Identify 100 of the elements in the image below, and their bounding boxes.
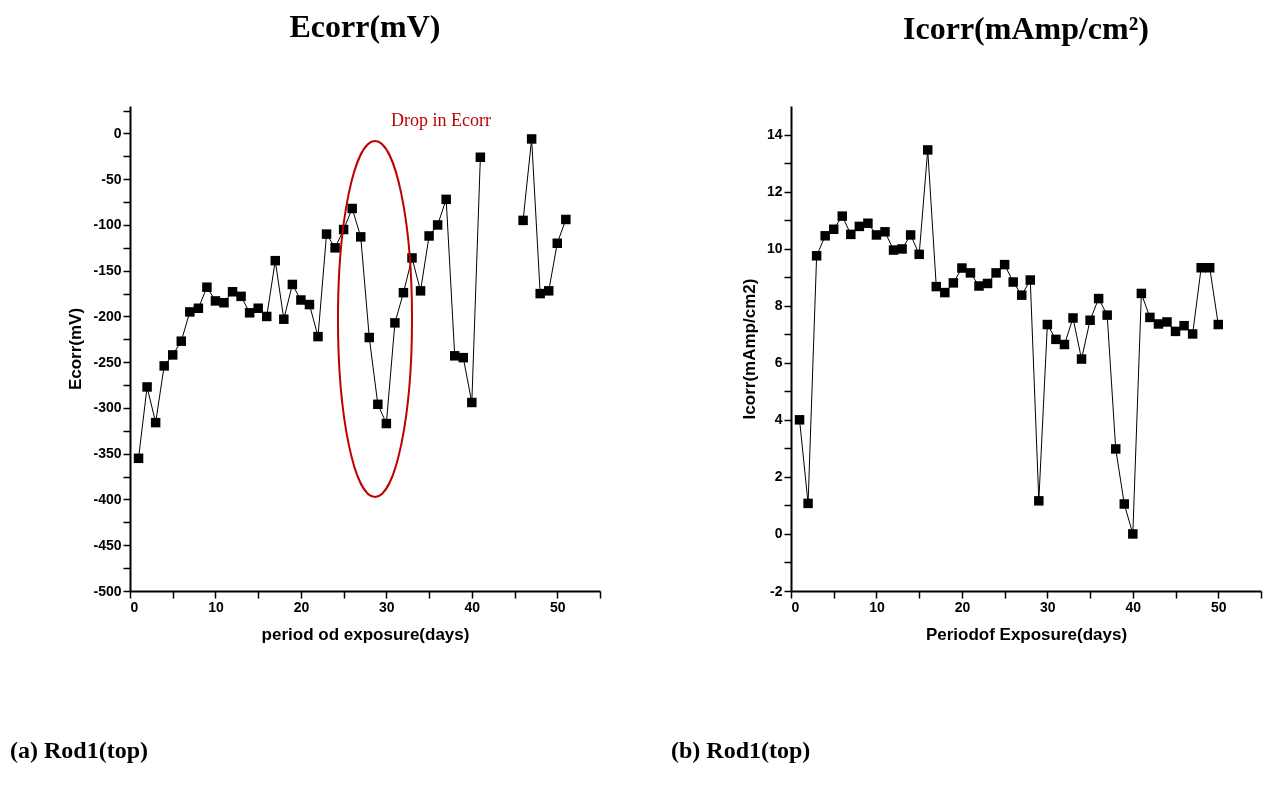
text: (b) Rod1(top) [671, 737, 811, 763]
y-tick-label: -150 [93, 262, 122, 279]
y-tick-label: 14 [766, 126, 783, 143]
point [1179, 320, 1189, 331]
point [1102, 310, 1112, 320]
point [1051, 334, 1061, 345]
point [1187, 329, 1198, 339]
x-tick-label: 20 [293, 598, 310, 615]
point [355, 232, 366, 242]
point [922, 145, 933, 155]
point [432, 220, 443, 230]
point [888, 245, 899, 255]
point [1162, 317, 1172, 327]
point [330, 243, 340, 253]
point [948, 278, 959, 288]
point [543, 286, 554, 296]
point [863, 218, 873, 228]
point [373, 399, 383, 410]
point [364, 332, 375, 343]
x-tick-label: 0 [130, 598, 139, 615]
point [914, 249, 924, 260]
y-tick-label: -400 [93, 490, 122, 507]
point [905, 230, 916, 240]
point [1042, 319, 1053, 330]
point [1008, 277, 1018, 287]
point [974, 281, 984, 291]
y-axis-title: Ecorr(mV) [66, 307, 86, 391]
point [133, 453, 144, 464]
point [965, 268, 976, 278]
point [176, 336, 187, 346]
x-tick-label: 30 [379, 598, 395, 615]
chart-title: Icorr(mAmp/cm²) [903, 10, 1149, 46]
y-tick-label: 12 [766, 183, 783, 200]
point [1025, 275, 1036, 285]
point [313, 331, 323, 342]
point [561, 214, 571, 225]
point [880, 227, 890, 237]
point [261, 311, 272, 322]
point [390, 318, 400, 328]
y-tick-label: -250 [93, 353, 122, 370]
y-tick-label: -100 [93, 216, 122, 233]
point [458, 352, 469, 363]
y-tick-label: 0 [113, 124, 122, 141]
point [871, 230, 882, 240]
x-tick-label: 10 [208, 598, 224, 615]
point [467, 397, 477, 408]
text: (a) Rod1(top) [10, 737, 148, 763]
point [518, 215, 528, 226]
point [142, 382, 152, 392]
point [897, 244, 907, 254]
point [219, 298, 229, 308]
point [159, 361, 169, 371]
point [381, 418, 392, 429]
x-tick-label: 40 [1125, 598, 1142, 615]
point [1119, 499, 1130, 509]
point [424, 231, 434, 241]
point [244, 308, 255, 318]
point [837, 211, 848, 221]
point [1128, 529, 1138, 539]
point [475, 152, 486, 162]
point [1110, 444, 1121, 454]
point [552, 238, 563, 249]
point [193, 303, 204, 313]
x-axis-title: period od exposure(days) [261, 624, 470, 644]
point [1016, 290, 1027, 300]
point [846, 229, 856, 240]
point [535, 288, 545, 299]
point [1059, 339, 1070, 350]
point [270, 255, 281, 266]
point [296, 295, 306, 305]
point [1153, 319, 1164, 329]
point [1145, 312, 1155, 323]
x-tick-label: 20 [954, 598, 971, 615]
point [820, 231, 830, 241]
point [202, 282, 212, 292]
point [1076, 354, 1087, 364]
point [940, 287, 950, 298]
point [828, 224, 839, 234]
point [415, 286, 426, 296]
y-tick-label: 2 [774, 468, 783, 485]
y-tick-label: -300 [93, 399, 122, 416]
point [287, 279, 298, 290]
point [803, 498, 813, 509]
x-tick-label: 40 [464, 598, 481, 615]
y-tick-label: -2 [770, 582, 783, 599]
point [236, 291, 246, 302]
point [1093, 293, 1104, 304]
y-tick-label: -200 [93, 307, 122, 324]
point [321, 229, 332, 239]
y-tick-label: -450 [93, 536, 122, 553]
point [1085, 315, 1095, 325]
point [167, 350, 178, 360]
y-tick-label: 4 [774, 411, 783, 428]
point [1204, 263, 1215, 273]
y-tick-label: 8 [774, 297, 783, 314]
point [398, 287, 409, 298]
point [999, 259, 1010, 270]
annotation: Drop in Ecorr [391, 110, 491, 130]
point [957, 263, 967, 273]
x-tick-label: 10 [869, 598, 885, 615]
